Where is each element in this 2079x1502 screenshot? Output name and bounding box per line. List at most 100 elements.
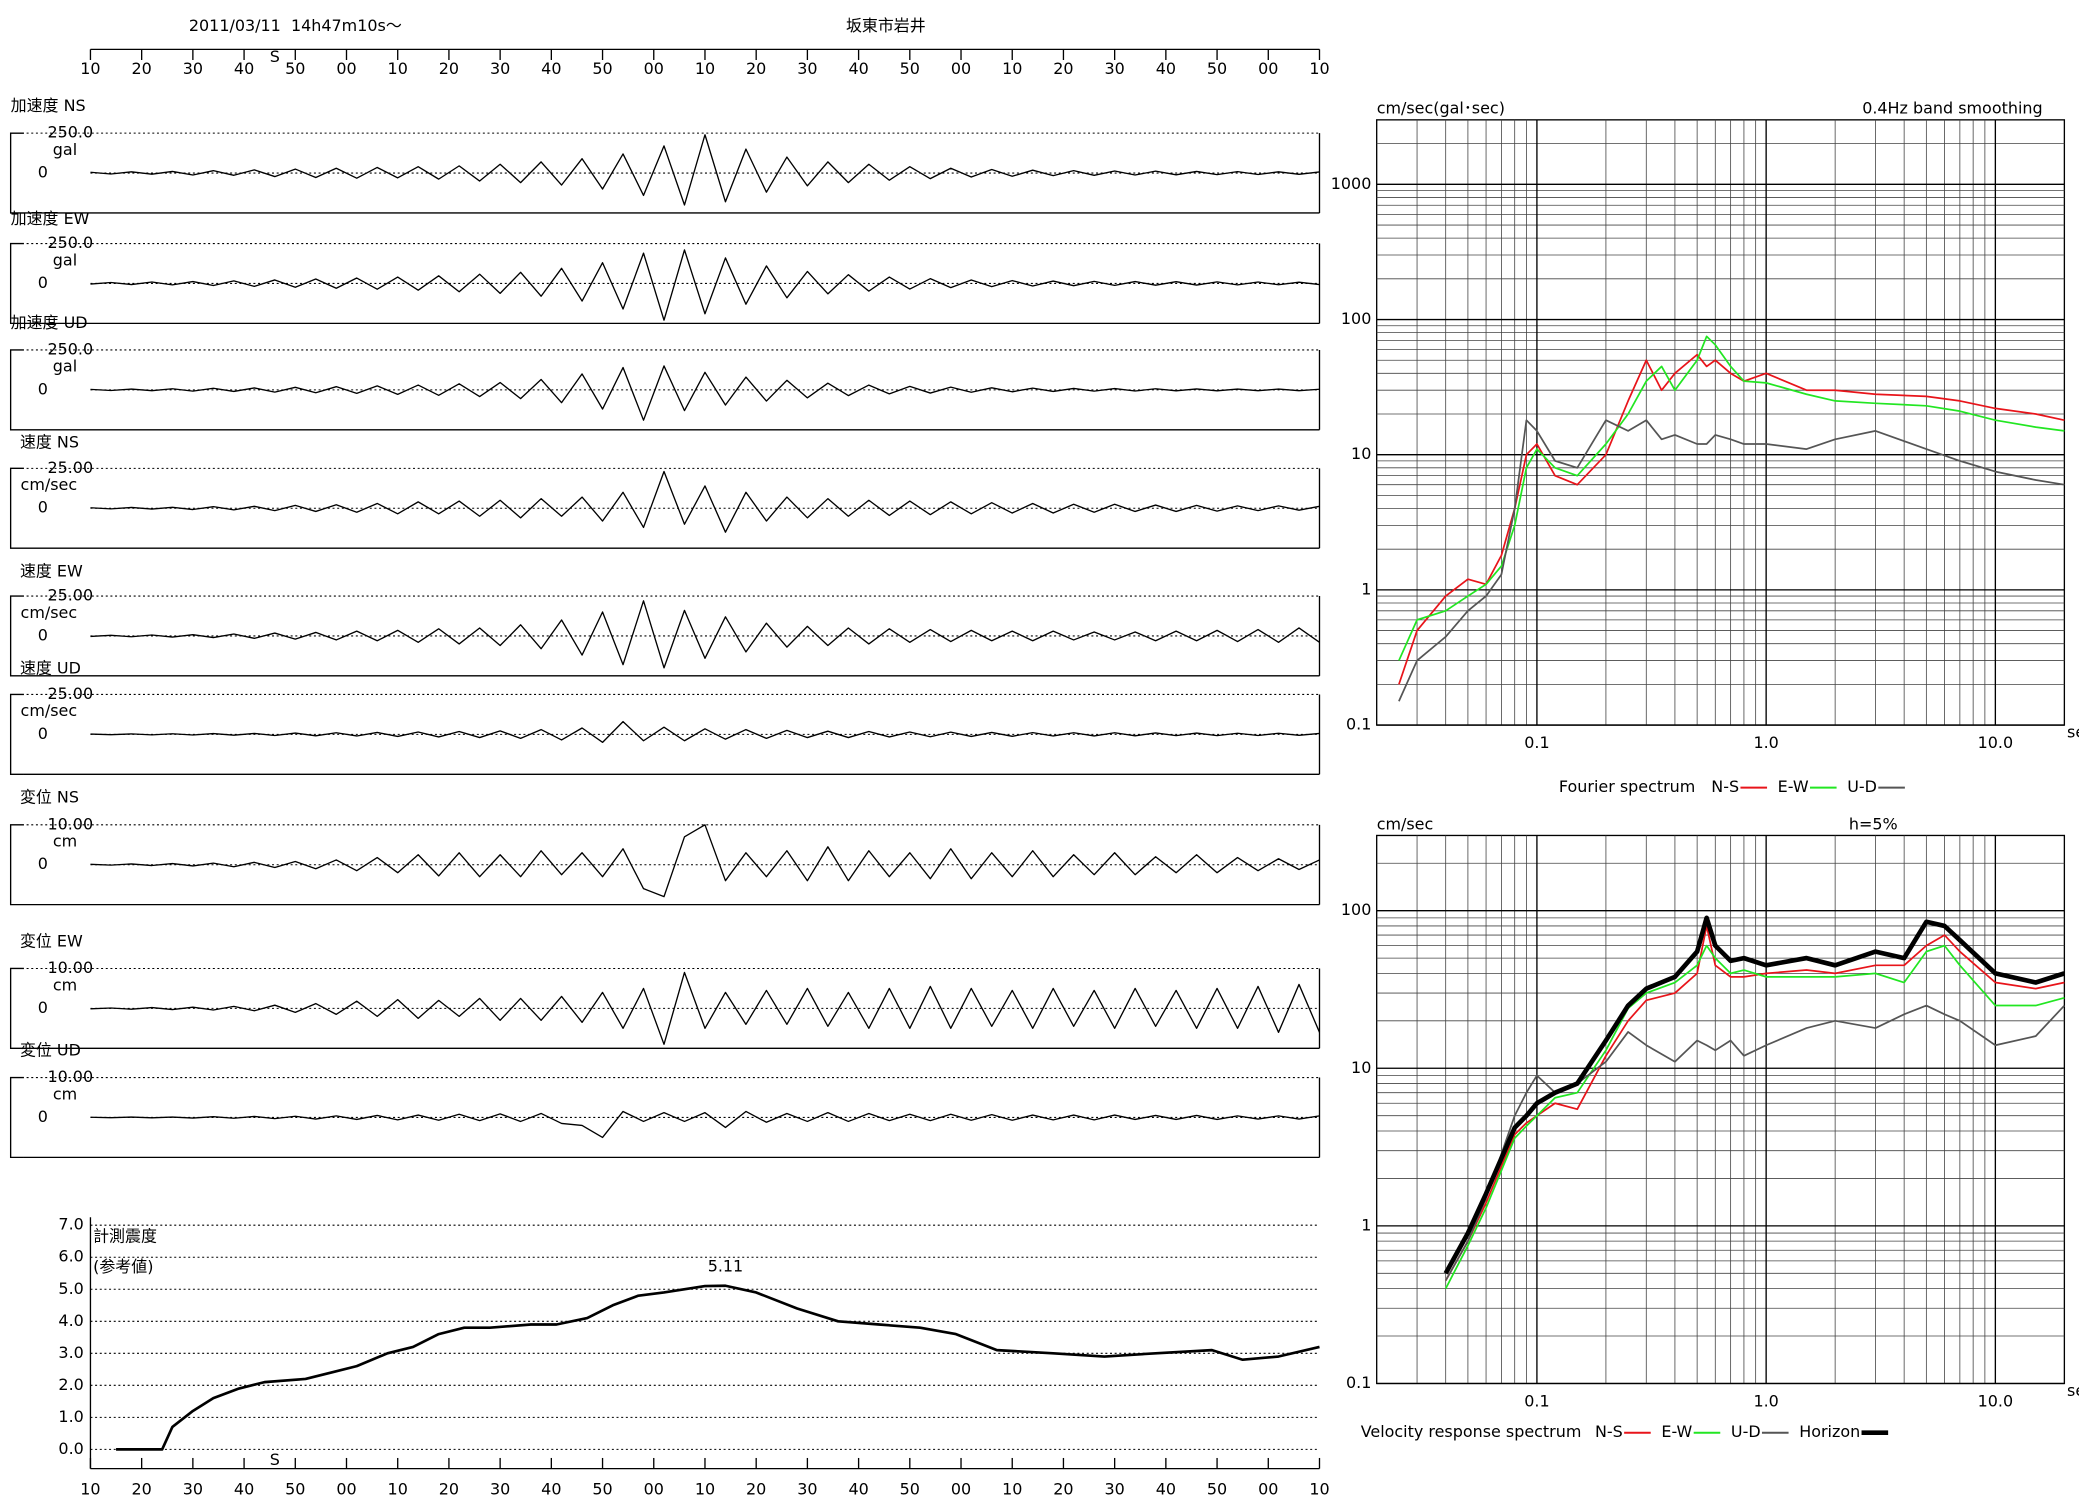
waveform: [90, 600, 1320, 669]
y-tick-label: 25.00: [47, 684, 93, 703]
waveform: [90, 720, 1320, 744]
y-unit: cm: [53, 832, 77, 851]
x-tick-label: 10: [695, 59, 715, 78]
x-tick-label: 30: [183, 59, 203, 78]
x-tick-label: 40: [848, 1479, 868, 1498]
x-tick-label: 50: [900, 1479, 920, 1498]
waveform: [90, 134, 1320, 206]
x-tick-label: 40: [234, 59, 254, 78]
x-tick-label: 10: [1309, 59, 1329, 78]
x-tick-label: 30: [797, 59, 817, 78]
title: 2011/03/11 14h47m10s〜: [189, 16, 402, 35]
y-tick-label: 0: [38, 273, 48, 292]
y-tick-label: 10: [1351, 444, 1371, 463]
panel-title: 加速度 EW: [11, 209, 90, 228]
y-unit: cm/sec: [21, 475, 78, 494]
plot-frame: [1376, 119, 2066, 726]
max-label: 5.11: [708, 1257, 744, 1276]
waveform: [90, 971, 1321, 1045]
x-tick-label: 20: [1053, 59, 1073, 78]
x-tick-label: 40: [234, 1479, 254, 1498]
y-tick-label: 0: [38, 1107, 48, 1126]
x-tick-label: 10: [80, 59, 100, 78]
legend-label: N-S: [1595, 1422, 1623, 1441]
panel-title: 変位 UD: [20, 1040, 81, 1059]
panel-title: 速度 UD: [20, 659, 81, 678]
x-tick-label: 20: [1053, 1479, 1073, 1498]
x-tick-label: 10.0: [1978, 1392, 2014, 1411]
y-tick-label: 100: [1341, 309, 1371, 328]
y-tick-label: 3.0: [58, 1343, 83, 1362]
note: h=5%: [1849, 814, 1898, 833]
x-tick-label: 40: [541, 1479, 561, 1498]
spectrum-line: [1444, 944, 2065, 1289]
x-tick-label: 0.1: [1524, 733, 1549, 752]
x-tick-label: 50: [900, 59, 920, 78]
panel-frame: [9, 132, 1321, 214]
y-unit: cm/sec: [21, 603, 78, 622]
x-tick-label: 40: [1156, 59, 1176, 78]
x-tick-label: 10.0: [1978, 733, 2014, 752]
x-tick-label: 1.0: [1753, 733, 1778, 752]
x-tick-label: 00: [644, 1479, 664, 1498]
station: 坂東市岩井: [846, 16, 926, 35]
y-axis-title: cm/sec(gal･sec): [1377, 99, 1505, 118]
x-tick-label: 20: [132, 1479, 152, 1498]
x-tick-label: 40: [1156, 1479, 1176, 1498]
y-tick-label: 10.00: [47, 958, 93, 977]
annotation: S: [270, 1450, 280, 1469]
x-tick-label: 50: [285, 59, 305, 78]
legend-title: Velocity response spectrum: [1361, 1422, 1582, 1441]
panel-title: 速度 NS: [20, 433, 79, 452]
y-tick-label: 0: [38, 379, 48, 398]
x-tick-label: 10: [80, 1479, 100, 1498]
y-tick-label: 250.0: [47, 339, 93, 358]
x-tick-label: 10: [695, 1479, 715, 1498]
x-tick-label: 00: [336, 1479, 356, 1498]
x-tick-label: 30: [1104, 59, 1124, 78]
x-tick-label: 1.0: [1753, 1392, 1778, 1411]
x-tick-label: 30: [797, 1479, 817, 1498]
y-tick-label: 7.0: [58, 1215, 83, 1234]
panel-frame: [9, 1076, 1321, 1159]
y-tick-label: 0.1: [1346, 1373, 1371, 1392]
x-tick-label: 00: [951, 1479, 971, 1498]
x-axis-title: sec: [2067, 1381, 2079, 1400]
x-tick-label: 50: [592, 1479, 612, 1498]
legend-title: Fourier spectrum: [1559, 777, 1695, 796]
y-tick-label: 2.0: [58, 1375, 83, 1394]
y-tick-label: 10: [1351, 1058, 1371, 1077]
legend-label: E-W: [1778, 777, 1809, 796]
x-tick-label: 10: [388, 1479, 408, 1498]
waveform: [90, 470, 1320, 533]
x-tick-label: 10: [1002, 59, 1022, 78]
x-tick-label: 40: [848, 59, 868, 78]
y-tick-label: 1000: [1331, 174, 1372, 193]
waveform: [90, 824, 1320, 898]
y-unit: cm: [53, 1084, 77, 1103]
x-tick-label: 00: [336, 59, 356, 78]
x-tick-label: 00: [1258, 1479, 1278, 1498]
y-tick-label: 1: [1361, 1215, 1371, 1234]
y-tick-label: 0: [38, 854, 48, 873]
x-tick-label: 20: [746, 59, 766, 78]
spectrum-line: [1398, 353, 2065, 685]
y-tick-label: 0: [38, 998, 48, 1017]
note: 0.4Hz band smoothing: [1862, 99, 2042, 118]
chart-title: 計測震度: [93, 1227, 157, 1246]
waveform: [90, 1110, 1320, 1139]
y-tick-label: 0.1: [1346, 715, 1371, 734]
panel-frame: [9, 595, 1321, 677]
x-axis-title: sec: [2067, 723, 2079, 742]
y-unit: cm: [53, 975, 77, 994]
x-tick-label: 00: [644, 59, 664, 78]
y-tick-label: 250.0: [47, 123, 93, 142]
panel-frame: [9, 467, 1321, 549]
legend-label: U-D: [1847, 777, 1877, 796]
y-unit: gal: [53, 357, 77, 376]
y-tick-label: 1: [1361, 579, 1371, 598]
annotation: S: [270, 47, 280, 66]
y-tick-label: 0: [38, 625, 48, 644]
y-tick-label: 100: [1341, 900, 1371, 919]
